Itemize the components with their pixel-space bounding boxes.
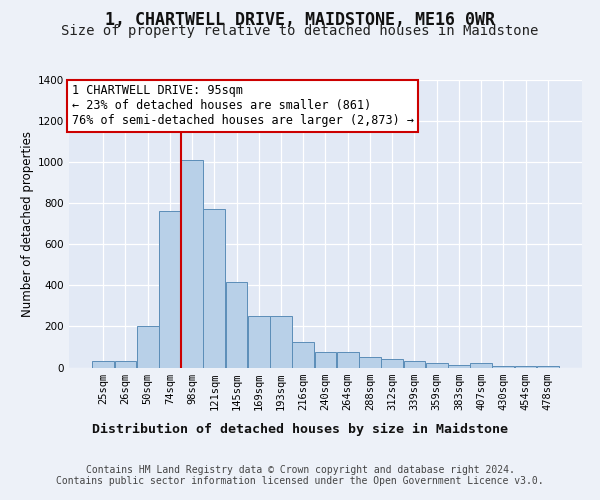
Bar — [270, 316, 292, 368]
Bar — [381, 360, 403, 368]
Text: Size of property relative to detached houses in Maidstone: Size of property relative to detached ho… — [61, 24, 539, 38]
Bar — [137, 326, 158, 368]
Text: Contains HM Land Registry data © Crown copyright and database right 2024.: Contains HM Land Registry data © Crown c… — [86, 465, 514, 475]
Bar — [115, 362, 136, 368]
Y-axis label: Number of detached properties: Number of detached properties — [21, 130, 34, 317]
Bar — [426, 364, 448, 368]
Bar — [159, 212, 181, 368]
Bar — [248, 316, 270, 368]
Bar — [515, 366, 536, 368]
Bar — [337, 352, 359, 368]
Bar — [537, 366, 559, 368]
Bar — [493, 366, 514, 368]
Bar — [226, 282, 247, 368]
Text: 1, CHARTWELL DRIVE, MAIDSTONE, ME16 0WR: 1, CHARTWELL DRIVE, MAIDSTONE, ME16 0WR — [105, 11, 495, 29]
Bar — [203, 210, 225, 368]
Bar — [92, 362, 114, 368]
Text: Contains public sector information licensed under the Open Government Licence v3: Contains public sector information licen… — [56, 476, 544, 486]
Bar — [404, 362, 425, 368]
Bar — [314, 352, 337, 368]
Bar — [359, 357, 381, 368]
Bar — [470, 364, 492, 368]
Bar — [181, 160, 203, 368]
Text: 1 CHARTWELL DRIVE: 95sqm
← 23% of detached houses are smaller (861)
76% of semi-: 1 CHARTWELL DRIVE: 95sqm ← 23% of detach… — [71, 84, 413, 128]
Bar — [448, 366, 470, 368]
Text: Distribution of detached houses by size in Maidstone: Distribution of detached houses by size … — [92, 422, 508, 436]
Bar — [292, 342, 314, 367]
